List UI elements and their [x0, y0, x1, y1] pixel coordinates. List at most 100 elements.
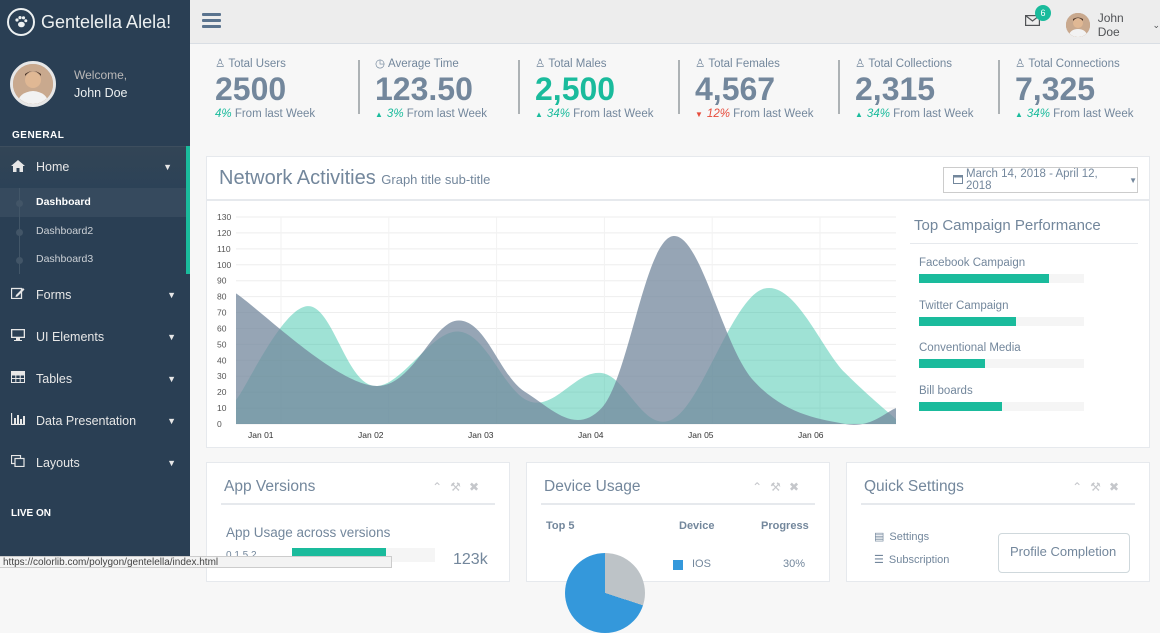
clock-icon: ◷: [375, 58, 386, 70]
brand[interactable]: Gentelella Alela!: [0, 0, 190, 44]
sidebar-item-layouts[interactable]: Layouts ▼: [0, 442, 190, 484]
tile-title: ♙ Total Males: [535, 58, 607, 70]
user-icon: ♙: [1015, 58, 1026, 70]
avatar: [1066, 13, 1090, 37]
network-activities-panel: Network Activities Graph title sub-title…: [206, 156, 1150, 448]
settings-link[interactable]: ▤ Settings: [874, 530, 929, 543]
y-tick-label: 50: [217, 339, 227, 349]
column-header: Progress: [761, 520, 809, 532]
user-icon: ♙: [535, 58, 546, 70]
stat-tile: ◷ Average Time 123.50 ▲ 3% From last Week: [365, 56, 525, 120]
y-tick-label: 90: [217, 276, 227, 286]
campaign-label: Bill boards: [919, 384, 973, 397]
close-icon[interactable]: ✖: [1108, 480, 1127, 494]
chevron-down-icon: ⌄: [1152, 19, 1160, 30]
tile-value: 2,500: [535, 71, 616, 107]
tile-change: ▲ 34% From last Week: [535, 108, 654, 120]
chevron-down-icon: ▼: [167, 331, 176, 342]
profile-completion-button[interactable]: Profile Completion: [998, 533, 1130, 573]
y-tick-label: 110: [217, 244, 231, 254]
quick-settings-panel: Quick Settings ⌃⚒✖ ▤ Settings ☰ Subscripti…: [846, 462, 1150, 582]
wrench-icon[interactable]: ⚒: [1090, 480, 1109, 494]
x-tick-label: Jan 01: [248, 430, 274, 440]
chevron-down-icon: ▼: [167, 373, 176, 384]
app-usage-subtitle: App Usage across versions: [226, 525, 391, 540]
caret-up-icon: ▲: [375, 110, 383, 119]
sidebar-item-home[interactable]: Home ▼: [0, 146, 190, 188]
stat-tile: ♙ Total Collections 2,315 ▲ 34% From last We…: [845, 56, 1005, 120]
device-usage-panel: Device Usage ⌃⚒✖ Top 5 Device Progress I…: [526, 462, 830, 633]
panel-tools: ⌃⚒✖: [432, 480, 487, 494]
series-area-1: [236, 235, 896, 425]
tile-title: ◷ Average Time: [375, 58, 459, 70]
y-tick-label: 100: [217, 260, 231, 270]
tile-title: ♙ Total Females: [695, 58, 780, 70]
x-tick-label: Jan 05: [688, 430, 714, 440]
table-icon: [11, 371, 31, 386]
campaign-progress: [919, 274, 1084, 283]
campaign-item: Twitter Campaign: [919, 300, 1084, 326]
tile-divider: [518, 60, 520, 114]
clone-icon: [10, 455, 31, 470]
tile-divider: [678, 60, 680, 114]
sidebar-item-label: Data Presentation: [36, 413, 137, 428]
caret-up-icon: ▲: [1015, 110, 1023, 119]
sidebar-item-data-presentation[interactable]: Data Presentation ▼: [0, 400, 190, 442]
network-chart: 0 10 20 30 40 50 60 70 80 90 100 110 120 130 Jan 01 Jan…: [217, 212, 896, 440]
collapse-icon[interactable]: ⌃: [432, 480, 451, 494]
stat-tile: ♙ Total Connections 7,325 ▲ 34% From last We…: [1005, 56, 1160, 120]
collapse-icon[interactable]: ⌃: [752, 480, 771, 494]
date-range-picker[interactable]: March 14, 2018 - April 12, 2018 ▼: [943, 167, 1138, 193]
tile-title: ♙ Total Users: [215, 58, 286, 70]
caret-down-icon: ▼: [1129, 175, 1137, 185]
collapse-icon[interactable]: ⌃: [1072, 480, 1091, 494]
mail-count-badge: 6: [1035, 5, 1051, 21]
divider: [541, 503, 815, 505]
user-name: John Doe: [1097, 11, 1124, 39]
user-menu[interactable]: John Doe ⌄: [1066, 11, 1160, 39]
sidebar-item-ui-elements[interactable]: UI Elements ▼: [0, 316, 190, 358]
campaign-item: Bill boards: [919, 385, 1084, 411]
campaign-label: Conventional Media: [919, 342, 1021, 354]
user-icon: ♙: [695, 58, 706, 70]
x-tick-label: Jan 02: [358, 430, 384, 440]
sidebar-item-forms[interactable]: Forms ▼: [0, 274, 190, 316]
donut-chart: [565, 553, 645, 633]
network-title: Network Activities: [219, 167, 376, 189]
stat-tile: ♙ Total Males 2,500 ▲ 34% From last Week: [525, 56, 685, 120]
wrench-icon[interactable]: ⚒: [450, 480, 469, 494]
y-tick-label: 0: [217, 419, 222, 429]
sidebar-subitem-dashboard[interactable]: Dashboard: [0, 188, 186, 217]
caret-up-icon: ▲: [855, 110, 863, 119]
subscription-link[interactable]: ☰ Subscription: [874, 553, 949, 566]
sidebar-item-label: Tables: [36, 371, 73, 386]
campaign-item: Facebook Campaign: [919, 257, 1084, 283]
sidebar-subitem-dashboard2[interactable]: Dashboard2: [0, 216, 186, 246]
tile-divider: [358, 60, 360, 114]
tile-value: 7,325: [1015, 71, 1096, 107]
chevron-down-icon: ▼: [163, 162, 172, 172]
sidebar-item-tables[interactable]: Tables ▼: [0, 358, 190, 400]
y-tick-label: 80: [217, 292, 227, 302]
close-icon[interactable]: ✖: [468, 480, 487, 494]
caret-up-icon: ▲: [535, 110, 543, 119]
tile-value: 2500: [215, 71, 287, 107]
network-subtitle: Graph title sub-title: [381, 172, 491, 187]
panel-title: Network Activities Graph title sub-title: [219, 167, 490, 190]
tile-title: ♙ Total Connections: [1015, 58, 1120, 70]
panel-tools: ⌃⚒✖: [1072, 480, 1127, 494]
wrench-icon[interactable]: ⚒: [770, 480, 789, 494]
x-tick-label: Jan 06: [798, 430, 824, 440]
close-icon[interactable]: ✖: [788, 480, 807, 494]
menu-toggle-icon[interactable]: [202, 13, 221, 31]
device-value: 30%: [783, 558, 806, 570]
chevron-down-icon: ▼: [167, 415, 176, 426]
stat-tile: ♙ Total Users 2500 4% From last Week: [205, 56, 365, 120]
panel-title: Quick Settings: [864, 478, 964, 495]
y-tick-label: 20: [217, 387, 227, 397]
sidebar-item-label: Layouts: [36, 455, 80, 470]
y-tick-label: 40: [217, 355, 227, 365]
divider: [861, 503, 1135, 505]
sidebar-subitem-dashboard3[interactable]: Dashboard3: [0, 245, 186, 274]
top-nav: 6 John Doe ⌄: [190, 0, 1160, 44]
